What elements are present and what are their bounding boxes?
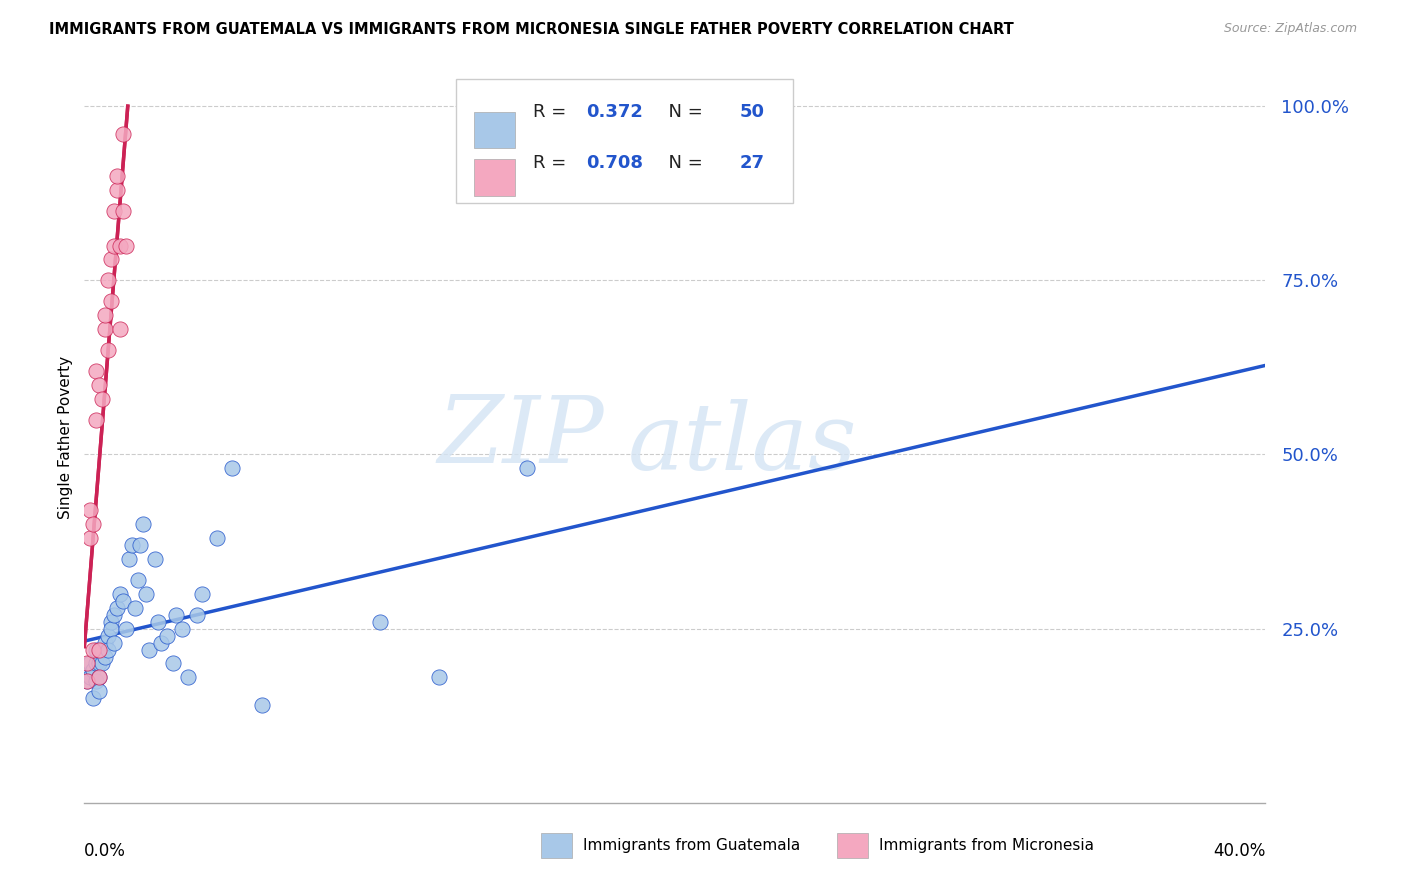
Point bbox=[170, 622, 193, 636]
Text: ZIP: ZIP bbox=[437, 392, 605, 482]
Point bbox=[97, 273, 120, 287]
Point bbox=[79, 657, 101, 671]
Point bbox=[150, 635, 173, 649]
Point bbox=[94, 322, 117, 336]
Point bbox=[162, 657, 184, 671]
Point bbox=[138, 642, 160, 657]
Text: 50: 50 bbox=[740, 103, 765, 120]
Text: IMMIGRANTS FROM GUATEMALA VS IMMIGRANTS FROM MICRONESIA SINGLE FATHER POVERTY CO: IMMIGRANTS FROM GUATEMALA VS IMMIGRANTS … bbox=[49, 22, 1014, 37]
Point bbox=[103, 238, 125, 252]
Point bbox=[79, 531, 101, 545]
Point bbox=[191, 587, 214, 601]
Text: Immigrants from Guatemala: Immigrants from Guatemala bbox=[583, 838, 801, 853]
Point bbox=[132, 517, 155, 532]
Point bbox=[111, 127, 134, 141]
Point bbox=[111, 203, 134, 218]
Point bbox=[91, 642, 114, 657]
Text: 0.708: 0.708 bbox=[586, 153, 644, 172]
Point bbox=[94, 649, 117, 664]
Point bbox=[76, 667, 98, 681]
Point bbox=[177, 670, 200, 684]
Point bbox=[94, 635, 117, 649]
Point bbox=[103, 635, 125, 649]
Point bbox=[84, 657, 107, 671]
Point bbox=[91, 392, 114, 406]
Point bbox=[105, 183, 128, 197]
Point bbox=[114, 622, 136, 636]
Point bbox=[207, 531, 229, 545]
Text: R =: R = bbox=[533, 153, 572, 172]
Point bbox=[76, 657, 98, 671]
Point bbox=[87, 657, 111, 671]
Point bbox=[111, 594, 134, 608]
Point bbox=[100, 622, 122, 636]
Point bbox=[121, 538, 143, 552]
FancyBboxPatch shape bbox=[474, 159, 516, 195]
Text: 0.372: 0.372 bbox=[586, 103, 643, 120]
Point bbox=[84, 364, 107, 378]
Point bbox=[76, 673, 98, 688]
Point bbox=[79, 503, 101, 517]
Point bbox=[105, 169, 128, 183]
Point bbox=[100, 294, 122, 309]
Point bbox=[129, 538, 152, 552]
Point bbox=[250, 698, 273, 713]
Text: 0.0%: 0.0% bbox=[84, 842, 127, 860]
Point bbox=[221, 461, 243, 475]
Point bbox=[82, 642, 104, 657]
Text: 27: 27 bbox=[740, 153, 765, 172]
Point bbox=[165, 607, 187, 622]
Point bbox=[516, 461, 538, 475]
Point bbox=[82, 517, 104, 532]
Point bbox=[114, 238, 136, 252]
Point bbox=[103, 203, 125, 218]
Point bbox=[108, 587, 131, 601]
Point bbox=[427, 670, 450, 684]
Point bbox=[94, 308, 117, 322]
Point bbox=[87, 377, 111, 392]
Point bbox=[87, 670, 111, 684]
Point bbox=[84, 642, 107, 657]
Text: N =: N = bbox=[657, 153, 709, 172]
Point bbox=[148, 615, 170, 629]
Point bbox=[118, 552, 141, 566]
Point bbox=[97, 642, 120, 657]
Point bbox=[100, 615, 122, 629]
Point bbox=[84, 673, 107, 688]
Text: 40.0%: 40.0% bbox=[1213, 842, 1265, 860]
Point bbox=[87, 642, 111, 657]
Point bbox=[127, 573, 149, 587]
Point bbox=[105, 600, 128, 615]
Point bbox=[368, 615, 391, 629]
Y-axis label: Single Father Poverty: Single Father Poverty bbox=[58, 356, 73, 518]
Point bbox=[82, 691, 104, 706]
Point bbox=[87, 670, 111, 684]
Point bbox=[87, 684, 111, 698]
Point bbox=[156, 629, 179, 643]
Text: Source: ZipAtlas.com: Source: ZipAtlas.com bbox=[1223, 22, 1357, 36]
Point bbox=[108, 322, 131, 336]
Point bbox=[97, 629, 120, 643]
Text: R =: R = bbox=[533, 103, 572, 120]
Point bbox=[84, 412, 107, 426]
Point bbox=[124, 600, 146, 615]
Point bbox=[91, 657, 114, 671]
Point bbox=[76, 673, 98, 688]
Point bbox=[97, 343, 120, 357]
FancyBboxPatch shape bbox=[474, 112, 516, 148]
Point bbox=[108, 238, 131, 252]
Text: Immigrants from Micronesia: Immigrants from Micronesia bbox=[879, 838, 1094, 853]
Text: N =: N = bbox=[657, 103, 709, 120]
Point bbox=[143, 552, 166, 566]
Point bbox=[135, 587, 157, 601]
Point bbox=[100, 252, 122, 267]
Text: atlas: atlas bbox=[627, 400, 858, 490]
Point bbox=[79, 670, 101, 684]
Point bbox=[82, 664, 104, 678]
FancyBboxPatch shape bbox=[457, 78, 793, 203]
Point bbox=[186, 607, 208, 622]
Point bbox=[103, 607, 125, 622]
